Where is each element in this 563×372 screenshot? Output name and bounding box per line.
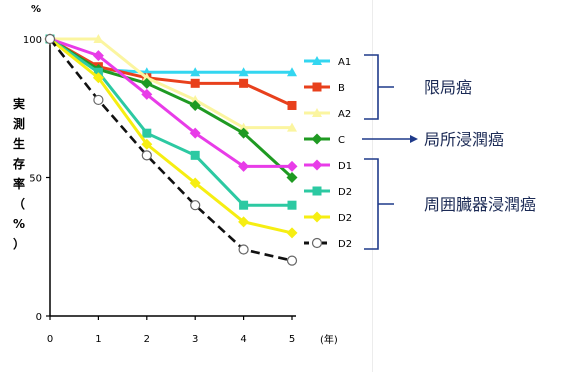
- data-point-s5-x3: [190, 150, 200, 160]
- data-point-s0-x4: [238, 67, 249, 77]
- y-axis-label-char: %: [13, 217, 25, 231]
- series-line-5: [49, 37, 292, 207]
- data-point-s3-x2: [141, 77, 153, 89]
- legend-label-1: B: [338, 83, 345, 94]
- data-point-s2-x2: [141, 72, 152, 82]
- data-point-s5-x2: [142, 128, 152, 138]
- panel-divider: [372, 0, 373, 372]
- data-point-s2-x3: [190, 94, 201, 104]
- data-point-s0-x5: [287, 67, 297, 77]
- y-axis-label-char: 測: [13, 116, 25, 131]
- data-point-s1-x4: [239, 78, 249, 88]
- data-point-s7-x3: [190, 200, 201, 211]
- legend-marker-3: [311, 133, 323, 145]
- data-point-s1-x5: [287, 100, 297, 110]
- annotation-1-arrow-head: [410, 135, 418, 143]
- y-axis-label-char: 実: [13, 96, 25, 111]
- data-point-s4-x3: [189, 127, 201, 139]
- data-point-s4-x5: [286, 160, 298, 172]
- data-point-s4-x4: [238, 160, 250, 172]
- legend-marker-7: [311, 237, 323, 249]
- legend-marker-6: [311, 211, 323, 223]
- y-axis-label-char: 生: [13, 136, 25, 151]
- series-line-7: [48, 38, 293, 262]
- x-tick-label-0: 0: [47, 334, 53, 345]
- annotation-2-bracket: [364, 158, 394, 250]
- legend-label-0: A1: [338, 57, 351, 68]
- legend-marker-4: [311, 159, 323, 171]
- y-axis-label-char: ）: [13, 236, 25, 251]
- annotation-0-bracket: [364, 54, 394, 120]
- data-point-s7-x5: [286, 255, 298, 266]
- legend-marker-2: [312, 108, 322, 117]
- data-point-s6-x4: [238, 216, 250, 228]
- y-unit-label: %: [31, 4, 41, 15]
- data-point-s4-x2: [141, 88, 153, 100]
- data-point-s2-x4: [238, 122, 249, 132]
- series-line-6: [49, 37, 293, 235]
- y-tick-label-50: 50: [29, 174, 42, 185]
- data-point-s6-x1: [92, 72, 104, 84]
- data-point-s5-x5: [287, 200, 297, 210]
- data-point-s3-x5: [286, 172, 298, 183]
- legend-marker-0: [312, 56, 322, 65]
- data-point-s7-x4: [238, 244, 249, 255]
- y-axis-label-char: 存: [12, 156, 25, 171]
- series-line-3: [49, 37, 294, 179]
- series-line-2: [50, 37, 292, 130]
- data-point-s3-x3: [189, 99, 201, 111]
- data-point-s7-x2: [141, 150, 152, 161]
- data-point-s7-x0: [44, 33, 56, 45]
- legend-label-4: D1: [338, 161, 352, 172]
- legend-label-3: C: [338, 135, 345, 146]
- y-tick-label-100: 100: [23, 35, 42, 46]
- legend-label-7: D2: [338, 239, 352, 250]
- data-point-s2-x5: [287, 122, 297, 132]
- data-point-s6-x5: [286, 227, 298, 239]
- legend-label-2: A2: [338, 109, 351, 120]
- annotation-1-label: 局所浸潤癌: [424, 130, 504, 149]
- y-tick-label-0: 0: [36, 312, 42, 323]
- legend-marker-1: [312, 82, 322, 92]
- x-unit-label: (年): [320, 333, 338, 346]
- x-tick-label-1: 1: [95, 334, 101, 345]
- y-axis-label-char: （: [13, 196, 25, 211]
- data-point-s0-x3: [190, 67, 201, 77]
- data-point-s5-x1: [93, 67, 103, 77]
- data-point-s2-x1: [93, 34, 104, 43]
- data-point-s1-x3: [190, 78, 200, 88]
- series-line-1: [49, 37, 293, 107]
- data-point-s4-x1: [92, 50, 104, 62]
- annotation-2-label: 周囲臓器浸潤癌: [424, 195, 536, 214]
- y-axis-label-char: 率: [13, 176, 25, 191]
- legend-label-6: D2: [338, 213, 352, 224]
- legend-label-5: D2: [338, 187, 352, 198]
- data-point-s7-x1: [93, 94, 104, 106]
- data-point-s6-x3: [189, 177, 201, 189]
- x-tick-label-3: 3: [192, 334, 198, 345]
- annotation-0-label: 限局癌: [424, 78, 472, 97]
- data-point-s3-x4: [238, 127, 250, 139]
- data-point-s5-x4: [239, 200, 249, 210]
- series-line-4: [49, 37, 292, 168]
- x-tick-label-4: 4: [240, 334, 246, 345]
- x-tick-label-2: 2: [144, 334, 150, 345]
- data-point-s6-x2: [141, 138, 153, 150]
- x-tick-label-5: 5: [289, 334, 295, 345]
- legend-marker-5: [312, 186, 322, 196]
